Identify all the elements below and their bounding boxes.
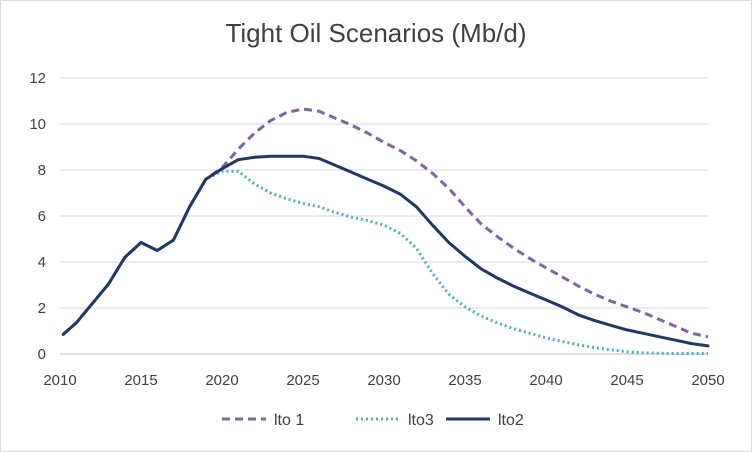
legend-label: lto2 [498, 412, 524, 429]
x-tick-label: 2045 [610, 372, 643, 389]
axes: 0 2 4 6 8 10 12 2010 2015 2020 2025 2030 2035 2040 204… [29, 70, 724, 389]
x-tick-label: 2040 [529, 372, 562, 389]
y-tick-label: 4 [38, 254, 46, 271]
y-tick-label: 2 [38, 300, 46, 317]
y-tick-label: 10 [29, 116, 46, 133]
x-tick-label: 2015 [124, 372, 157, 389]
x-tick-label: 2025 [286, 372, 319, 389]
y-tick-label: 12 [29, 70, 46, 87]
chart-title: Tight Oil Scenarios (Mb/d) [225, 18, 527, 48]
x-tick-label: 2020 [205, 372, 238, 389]
y-tick-label: 0 [38, 346, 46, 363]
legend-label: lto 1 [274, 412, 304, 429]
x-tick-label: 2010 [43, 372, 76, 389]
legend: lto 1 lto3 lto2 [222, 412, 524, 429]
y-tick-label: 6 [38, 208, 46, 225]
series-line-lto1 [62, 107, 709, 339]
y-tick-label: 8 [38, 162, 46, 179]
series-line-lto2 [61, 154, 710, 348]
gridlines [60, 77, 708, 309]
x-tick-label: 2030 [367, 372, 400, 389]
series-lines [61, 107, 710, 355]
x-tick-label: 2050 [691, 372, 724, 389]
x-tick-label: 2035 [448, 372, 481, 389]
legend-label: lto3 [408, 412, 434, 429]
